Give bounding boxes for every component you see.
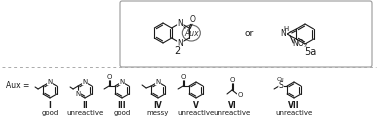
- Text: O: O: [229, 77, 235, 83]
- Text: VII: VII: [288, 101, 300, 111]
- Text: O: O: [106, 74, 112, 80]
- Text: V: V: [193, 101, 199, 111]
- Text: good: good: [113, 110, 131, 116]
- Text: N: N: [280, 30, 287, 38]
- Text: or: or: [244, 30, 254, 38]
- Text: good: good: [41, 110, 59, 116]
- Text: unreactive: unreactive: [177, 110, 215, 116]
- Text: VI: VI: [228, 101, 236, 111]
- Text: O: O: [180, 74, 186, 80]
- Text: O: O: [237, 92, 243, 98]
- Text: unreactive: unreactive: [67, 110, 104, 116]
- Text: messy: messy: [147, 110, 169, 116]
- Text: N: N: [155, 79, 161, 85]
- Text: III: III: [118, 101, 126, 111]
- Text: N: N: [177, 38, 183, 47]
- Text: 5a: 5a: [304, 47, 316, 57]
- Text: II: II: [82, 101, 88, 111]
- Text: O: O: [190, 14, 196, 24]
- Text: NO$_2$: NO$_2$: [292, 38, 309, 50]
- Text: N: N: [47, 79, 53, 85]
- Text: N: N: [76, 91, 81, 97]
- Text: IV: IV: [153, 101, 163, 111]
- Text: S: S: [279, 82, 284, 90]
- Text: 2: 2: [174, 46, 180, 56]
- Text: N: N: [177, 18, 183, 28]
- Text: O$_2$: O$_2$: [276, 76, 286, 84]
- FancyBboxPatch shape: [120, 1, 372, 67]
- Text: I: I: [48, 101, 51, 111]
- Text: unreactive: unreactive: [213, 110, 251, 116]
- Text: H: H: [284, 26, 289, 32]
- Text: unreactive: unreactive: [276, 110, 313, 116]
- Text: N: N: [82, 79, 88, 85]
- Text: Aux =: Aux =: [6, 80, 29, 90]
- Text: N: N: [119, 79, 125, 85]
- Text: Aux: Aux: [184, 28, 198, 38]
